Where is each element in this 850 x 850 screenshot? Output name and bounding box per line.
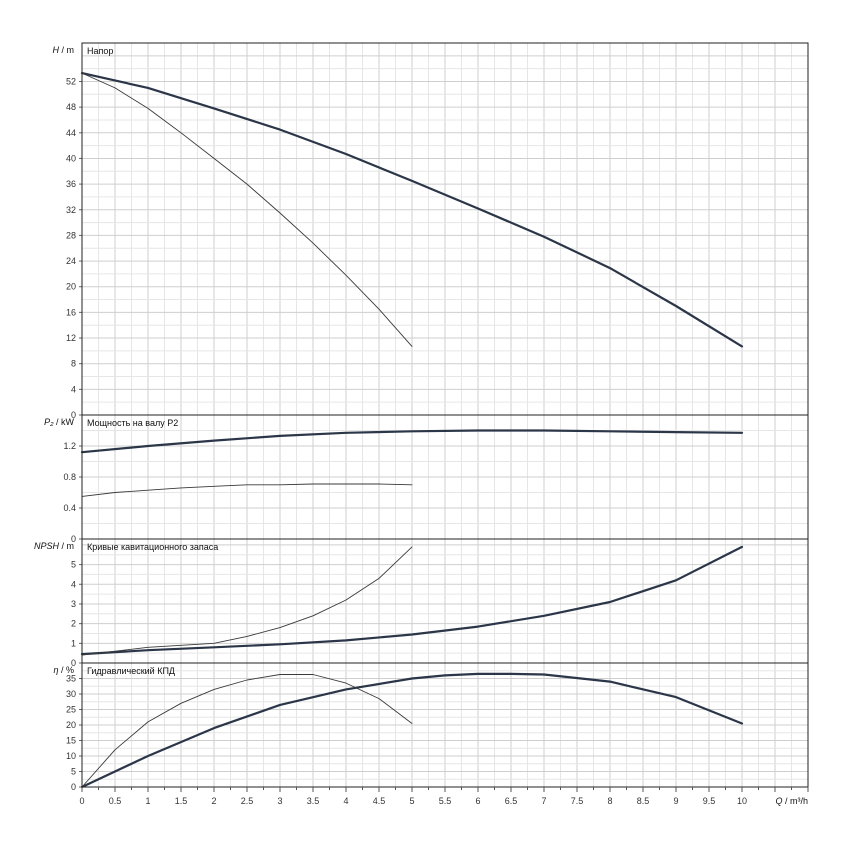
y-tick-label: 2 bbox=[71, 619, 76, 629]
x-tick-label: 9.5 bbox=[703, 796, 716, 806]
x-axis: 0 0.5 1 1.5 2 2.5 3 3.5 4 4.5 5 5.5 6 6.5 7 7.5 8 8.5 9 9.5… bbox=[79, 787, 809, 806]
x-tick-label: 7.5 bbox=[571, 796, 584, 806]
x-tick-label: 8.5 bbox=[637, 796, 650, 806]
y-tick-label: 12 bbox=[66, 333, 76, 343]
y-tick-label: 5 bbox=[71, 560, 76, 570]
y-tick-label: 4 bbox=[71, 384, 76, 394]
y-tick-label: 36 bbox=[66, 179, 76, 189]
y-axis-unit: / m bbox=[59, 541, 74, 551]
x-tick-label: 5 bbox=[409, 796, 414, 806]
y-tick-label: 16 bbox=[66, 307, 76, 317]
y-tick-label: 0 bbox=[71, 658, 76, 668]
y-axis-label: η / % bbox=[53, 665, 74, 675]
series-line-thick bbox=[80, 672, 744, 789]
series-line-thin bbox=[81, 72, 413, 347]
x-tick-label: 7 bbox=[541, 796, 546, 806]
y-tick-label: 0 bbox=[71, 782, 76, 792]
y-axis-symbol: NPSH bbox=[34, 541, 60, 551]
panel-title: Гидравлический КПД bbox=[87, 666, 175, 676]
x-tick-label: 1 bbox=[145, 796, 150, 806]
series-line-thin bbox=[81, 546, 413, 656]
panel-title: Напор bbox=[87, 46, 113, 56]
y-tick-label: 1 bbox=[71, 638, 76, 648]
y-axis-label: P₂ / kW bbox=[44, 417, 74, 427]
x-tick-label: 3.5 bbox=[307, 796, 320, 806]
x-axis-symbol: Q bbox=[775, 796, 782, 806]
y-axis-label: H / m bbox=[53, 45, 75, 55]
panel-power: 0 0.4 0.8 1.2 P₂ / kW Мощность на валу P2 bbox=[44, 414, 809, 544]
series-line-thick bbox=[80, 429, 744, 454]
y-tick-label: 24 bbox=[66, 256, 76, 266]
y-tick-label: 30 bbox=[66, 689, 76, 699]
series-line-thin bbox=[81, 483, 413, 497]
x-axis-label: Q / m³/h bbox=[775, 796, 808, 806]
x-tick-label: 4 bbox=[343, 796, 348, 806]
series-line-thin bbox=[81, 674, 413, 788]
y-tick-label: 4 bbox=[71, 579, 76, 589]
x-tick-label: 4.5 bbox=[373, 796, 386, 806]
y-tick-label: 0 bbox=[71, 534, 76, 544]
x-tick-label: 8 bbox=[607, 796, 612, 806]
y-tick-label: 20 bbox=[66, 720, 76, 730]
y-tick-label: 15 bbox=[66, 736, 76, 746]
y-axis-unit: / % bbox=[58, 665, 74, 675]
x-axis-unit: / m³/h bbox=[782, 796, 808, 806]
y-axis-unit: / m bbox=[59, 45, 74, 55]
y-tick-label: 10 bbox=[66, 751, 76, 761]
x-tick-label: 0 bbox=[79, 796, 84, 806]
x-tick-label: 0.5 bbox=[109, 796, 122, 806]
x-tick-label: 1.5 bbox=[175, 796, 188, 806]
y-tick-label: 0.8 bbox=[63, 472, 76, 482]
x-tick-label: 2 bbox=[211, 796, 216, 806]
y-tick-label: 25 bbox=[66, 705, 76, 715]
panel-npsh: 0 1 2 3 4 5 NPSH / m Кривые кавитационного запа… bbox=[34, 538, 809, 668]
series-line-thick bbox=[80, 71, 744, 348]
y-tick-label: 52 bbox=[66, 76, 76, 86]
y-tick-label: 3 bbox=[71, 599, 76, 609]
x-tick-label: 10 bbox=[737, 796, 747, 806]
y-axis-label: NPSH / m bbox=[34, 541, 74, 551]
y-tick-label: 20 bbox=[66, 282, 76, 292]
y-tick-label: 1.2 bbox=[63, 441, 76, 451]
y-axis-symbol: η bbox=[53, 665, 58, 675]
y-tick-label: 48 bbox=[66, 102, 76, 112]
y-tick-label: 5 bbox=[71, 767, 76, 777]
y-tick-label: 0 bbox=[71, 410, 76, 420]
y-tick-label: 8 bbox=[71, 359, 76, 369]
x-tick-label: 3 bbox=[277, 796, 282, 806]
x-tick-label: 6 bbox=[475, 796, 480, 806]
y-tick-label: 28 bbox=[66, 230, 76, 240]
x-tick-label: 6.5 bbox=[505, 796, 518, 806]
x-tick-label: 9 bbox=[673, 796, 678, 806]
x-tick-label: 5.5 bbox=[439, 796, 452, 806]
y-axis-unit: / kW bbox=[54, 417, 75, 427]
y-tick-label: 44 bbox=[66, 128, 76, 138]
y-tick-label: 40 bbox=[66, 153, 76, 163]
x-tick-label: 2.5 bbox=[241, 796, 254, 806]
y-axis-symbol: P₂ bbox=[44, 417, 54, 427]
y-axis-symbol: H bbox=[53, 45, 60, 55]
y-tick-label: 0.4 bbox=[63, 503, 76, 513]
series-line-thick bbox=[80, 545, 744, 656]
y-tick-label: 32 bbox=[66, 205, 76, 215]
panel-title: Мощность на валу P2 bbox=[87, 418, 178, 428]
panel-title: Кривые кавитационного запаса bbox=[87, 542, 218, 552]
y-tick-label: 35 bbox=[66, 674, 76, 684]
